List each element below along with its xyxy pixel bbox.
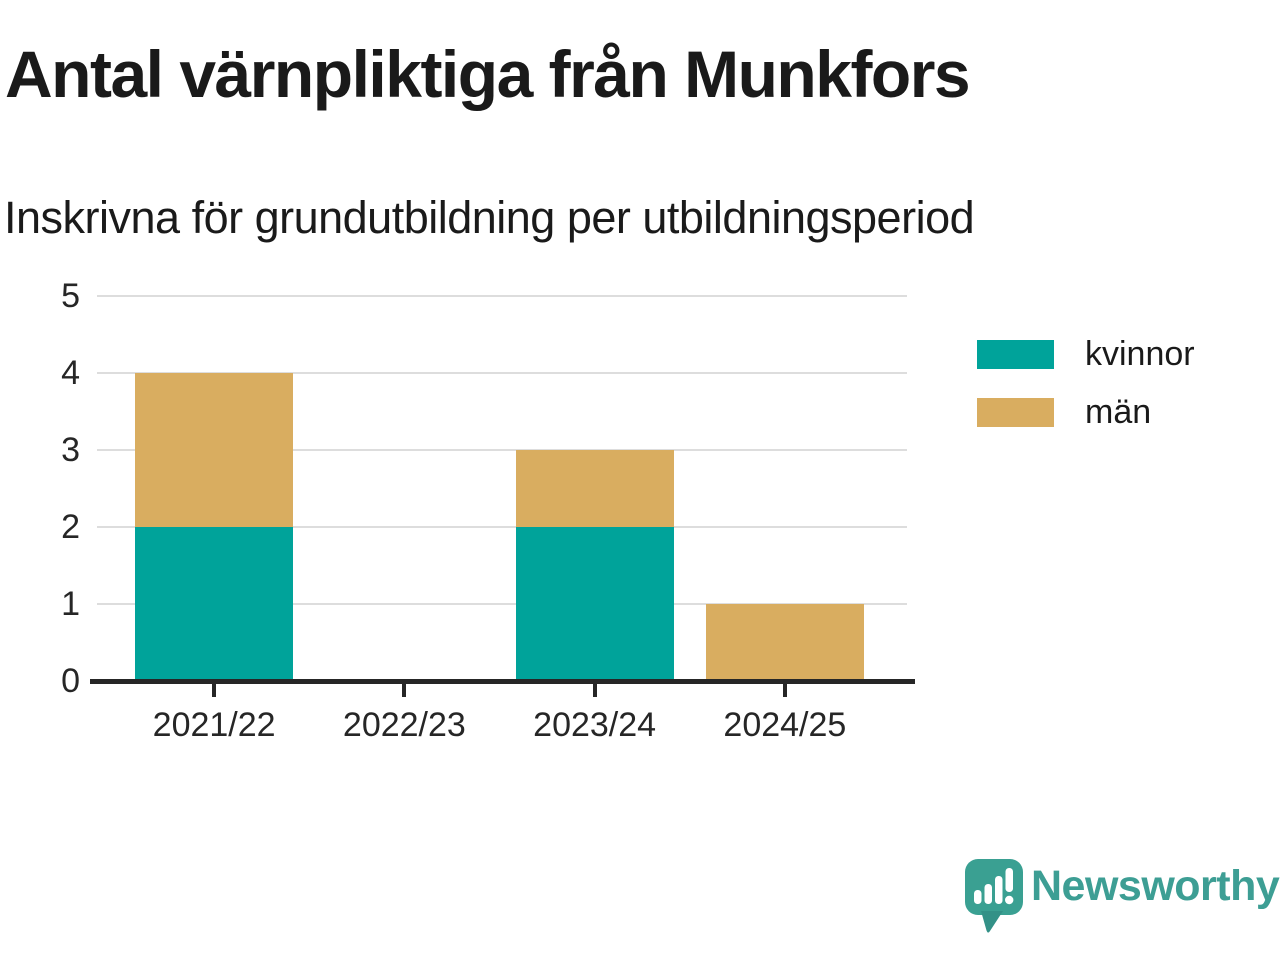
y-axis-label-3: 3: [61, 431, 80, 469]
legend-item-kvinnor: kvinnor: [977, 335, 1195, 373]
chart-title: Antal värnpliktiga från Munkfors: [5, 37, 971, 111]
y-axis-label-2: 2: [61, 508, 80, 546]
x-axis-tick-2022/23: [402, 684, 407, 697]
x-axis-label-2023/24: 2023/24: [533, 706, 657, 744]
legend-item-män: män: [977, 393, 1195, 431]
x-axis-tick-2023/24: [592, 684, 597, 697]
gridline-y4: [97, 372, 907, 374]
gridline-y1: [97, 603, 907, 605]
gridline-y3: [97, 449, 907, 451]
legend-swatch-män: [977, 398, 1054, 427]
y-axis-label-1: 1: [61, 585, 80, 623]
x-axis-label-2021/22: 2021/22: [152, 706, 276, 744]
y-axis-label-5: 5: [61, 277, 80, 315]
gridline-y5: [97, 295, 907, 297]
legend-label-kvinnor: kvinnor: [1085, 335, 1195, 373]
bar-segment-män-2023/24: [515, 450, 674, 527]
newsworthy-logo: [964, 858, 1024, 938]
chart-subtitle: Inskrivna för grundutbildning per utbild…: [4, 192, 975, 243]
bar-segment-män-2024/25: [705, 604, 864, 681]
x-axis-tick-2021/22: [212, 684, 217, 697]
x-axis-label-2024/25: 2024/25: [723, 706, 847, 744]
y-axis-label-4: 4: [61, 354, 80, 392]
x-axis-tick-2024/25: [782, 684, 787, 697]
legend-label-män: män: [1085, 393, 1152, 431]
legend: kvinnor män: [977, 335, 1195, 431]
bar-segment-kvinnor-2021/22: [135, 527, 294, 681]
x-axis-line: [90, 679, 915, 684]
newsworthy-logo-icon: [965, 859, 1023, 933]
bar-segment-män-2021/22: [135, 373, 294, 527]
y-axis-label-0: 0: [61, 662, 80, 700]
legend-swatch-kvinnor: [977, 340, 1054, 369]
bar-segment-kvinnor-2023/24: [515, 527, 674, 681]
gridline-y2: [97, 526, 907, 528]
brand-name: Newsworthy: [1031, 862, 1280, 910]
x-axis-label-2022/23: 2022/23: [342, 706, 466, 744]
